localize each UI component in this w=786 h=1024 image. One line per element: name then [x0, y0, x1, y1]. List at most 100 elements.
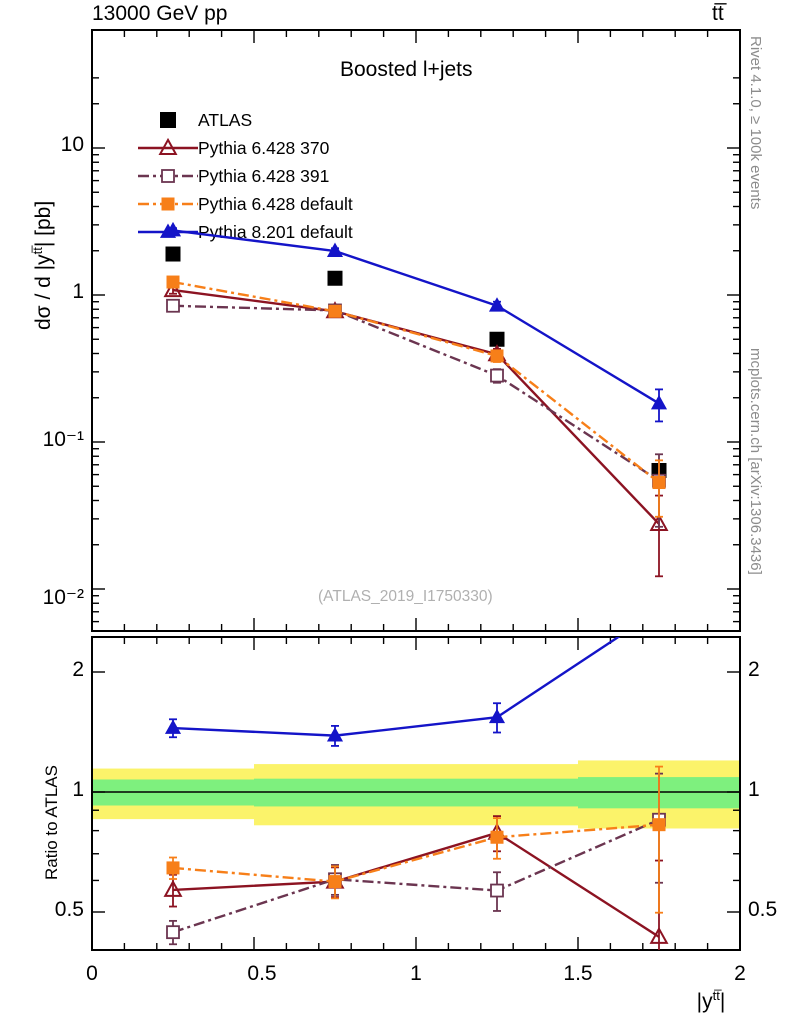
marker-filled-triangle [326, 727, 344, 742]
marker-filled-square [166, 275, 180, 289]
ratio-series-line [172, 637, 621, 737]
legend-item-atlas-label: ATLAS [198, 110, 253, 130]
main-panel-series [163, 221, 669, 578]
x-tick-label-2: 1 [410, 962, 422, 985]
legend-item-pythia-6428-370-glyph [138, 137, 198, 155]
marker-filled-square [328, 304, 342, 318]
series-atlas [165, 246, 667, 478]
ratio-series-pythia-6-428-391 [166, 772, 666, 946]
ratio-band-yellow-3 [578, 760, 740, 829]
plot-title: Boosted l+jets [340, 58, 473, 81]
ratio-panel-series [163, 603, 669, 950]
legend-glyphs [138, 112, 198, 238]
ratio-band-yellow-0 [92, 768, 254, 820]
marker-filled-triangle [652, 603, 666, 616]
x-tick-label-0: 0 [86, 962, 98, 985]
series-pythia-6-428-391 [166, 298, 666, 528]
x-tick-label-1: 0.5 [247, 962, 277, 985]
marker-filled-square [327, 270, 343, 286]
marker-open-triangle [163, 879, 183, 897]
marker-filled-triangle [164, 719, 182, 734]
marker-open-triangle [325, 301, 345, 319]
y-tick-label-ratio-left-2: 2 [72, 658, 84, 681]
marker-open-triangle [325, 871, 345, 889]
ratio-series-pythia-8-201-default [164, 603, 666, 747]
marker-filled-square [490, 830, 504, 844]
main-panel-frame [91, 29, 741, 632]
marker-filled-square [161, 197, 175, 211]
marker-open-triangle [163, 279, 183, 298]
marker-filled-square [160, 112, 176, 128]
ratio-band-yellow-1 [254, 764, 416, 826]
series-pythia-6-428-370 [163, 279, 669, 578]
marker-open-square [328, 303, 342, 318]
marker-filled-square [652, 818, 666, 832]
marker-open-square [490, 368, 504, 383]
ratio-series-line [172, 818, 660, 934]
marker-open-square [328, 872, 342, 887]
marker-open-square [166, 298, 180, 313]
ratio-series-pythia-6-428-default [166, 765, 666, 914]
rivet-version-note: Rivet 4.1.0, ≥ 100k events [747, 36, 764, 210]
marker-filled-triangle [650, 394, 668, 410]
series-line [172, 229, 660, 405]
mcplots-reference-note: mcplots.cern.ch [arXiv:1306.3436] [747, 348, 764, 575]
marker-open-square [652, 473, 666, 488]
y-tick-label-main-1: 1 [72, 280, 84, 303]
legend-item-pythia-6428-391-label: Pythia 6.428 391 [198, 166, 330, 186]
marker-filled-triangle [159, 223, 177, 238]
series-pythia-8-201-default [164, 221, 668, 423]
y-tick-label-ratio-left-0: 0.5 [54, 898, 84, 921]
x-axis-label: |ytt̅| [696, 988, 726, 1013]
legend-item-pythia-6428-391-glyph [138, 169, 198, 183]
series-line [172, 288, 660, 525]
x-tick-label-3: 1.5 [563, 962, 593, 985]
marker-filled-square [165, 246, 181, 262]
y-axis-label-main: dσ / d |ytt̅| [pb] [30, 200, 55, 330]
analysis-watermark: (ATLAS_2019_I1750330) [318, 588, 493, 605]
legend-item-pythia-6428-default-label: Pythia 6.428 default [198, 194, 353, 214]
marker-open-triangle [487, 822, 507, 840]
marker-open-triangle [649, 926, 669, 944]
ratio-series-line [172, 823, 660, 883]
marker-open-triangle [649, 513, 669, 531]
ratio-series-line [172, 831, 660, 938]
ratio-band-green-0 [92, 779, 254, 806]
y-tick-label-ratio-right-1: 1 [748, 778, 760, 801]
marker-open-triangle [487, 344, 507, 362]
header-energy-beam: 13000 GeV pp [92, 2, 228, 25]
marker-filled-square [166, 861, 180, 875]
marker-open-square [166, 925, 180, 940]
legend-item-pythia-6428-370-label: Pythia 6.428 370 [198, 138, 330, 158]
marker-filled-square [328, 875, 342, 889]
marker-open-square [652, 812, 666, 827]
y-tick-label-ratio-right-0: 0.5 [748, 898, 778, 921]
legend-item-pythia-6428-default-glyph [138, 197, 198, 211]
ratio-uncertainty-bands [92, 760, 740, 829]
marker-filled-triangle [488, 708, 506, 724]
marker-filled-triangle [326, 242, 344, 257]
ratio-band-green-2 [416, 778, 578, 807]
marker-filled-square [489, 331, 505, 347]
y-tick-label-ratio-left-1: 1 [72, 778, 84, 801]
ratio-band-green-3 [578, 777, 740, 809]
x-tick-label-4: 2 [734, 962, 746, 985]
series-line [172, 304, 660, 482]
y-tick-label-main-3: 10⁻² [42, 586, 84, 609]
marker-filled-triangle [488, 297, 506, 312]
marker-open-triangle [158, 137, 178, 155]
marker-open-square [490, 883, 504, 898]
legend-item-pythia-8201-default-label: Pythia 8.201 default [198, 222, 353, 242]
y-tick-label-ratio-right-2: 2 [748, 658, 760, 681]
marker-filled-triangle [164, 221, 182, 237]
y-tick-label-main-0: 10 [60, 133, 84, 156]
header-process: tt̅ [712, 2, 724, 25]
y-axis-label-ratio: Ratio to ATLAS [42, 765, 61, 880]
ratio-panel-frame [91, 636, 741, 951]
legend-item-atlas-glyph [160, 112, 176, 128]
marker-filled-square [651, 462, 667, 478]
ratio-band-green-1 [254, 778, 416, 807]
marker-filled-square [490, 349, 504, 363]
series-pythia-6-428-default [166, 275, 666, 518]
